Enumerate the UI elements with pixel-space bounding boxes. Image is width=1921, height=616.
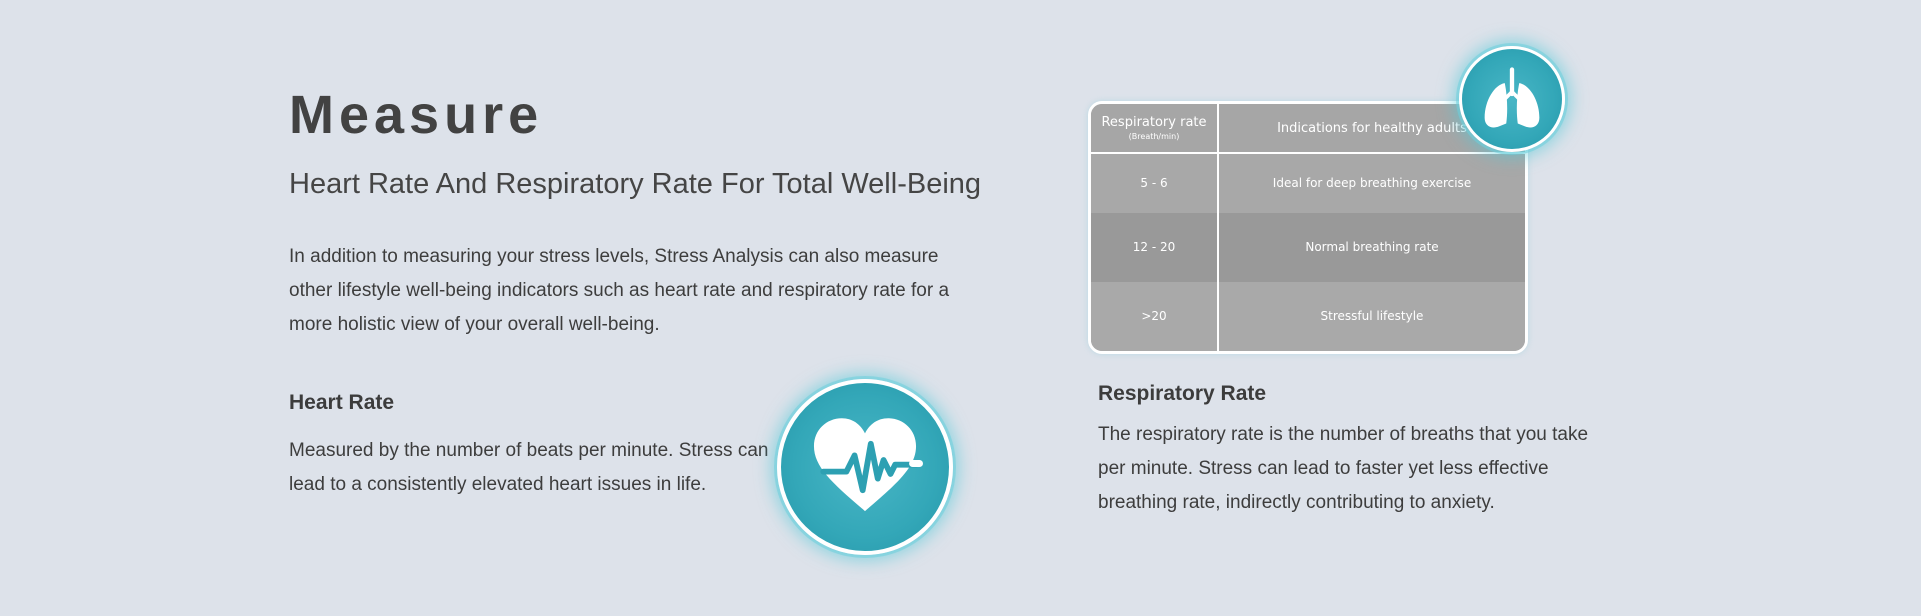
respiratory-rate-description: The respiratory rate is the number of br…: [1098, 424, 1589, 513]
page-subtitle: Heart Rate And Respiratory Rate For Tota…: [289, 168, 982, 200]
table-cell-indication: Normal breathing rate: [1218, 212, 1525, 282]
table-cell-rate: 12 - 20: [1091, 212, 1219, 282]
table-row: >20 Stressful lifestyle: [1091, 281, 1525, 351]
respiratory-rate-table: Respiratory rate (Breath/min) Indication…: [1088, 101, 1528, 354]
heart-pulse-icon: [813, 418, 923, 512]
table-header-rate-label: Respiratory rate: [1101, 115, 1207, 130]
heart-rate-description: Measured by the number of beats per minu…: [289, 440, 769, 495]
intro-paragraph: In addition to measuring your stress lev…: [289, 246, 950, 335]
heart-rate-badge: [777, 379, 953, 555]
page-title: Measure: [289, 85, 544, 145]
respiratory-rate-heading: Respiratory Rate: [1098, 382, 1267, 405]
table-cell-rate: >20: [1091, 281, 1219, 351]
table-row: 5 - 6 Ideal for deep breathing exercise: [1091, 153, 1525, 213]
table-header-rate: Respiratory rate (Breath/min): [1091, 104, 1219, 154]
table-cell-indication: Ideal for deep breathing exercise: [1218, 153, 1525, 213]
table-row: 12 - 20 Normal breathing rate: [1091, 212, 1525, 282]
lungs-icon: [1484, 67, 1540, 128]
table-header-unit: (Breath/min): [1128, 132, 1180, 141]
table-cell-rate: 5 - 6: [1091, 153, 1219, 213]
respiratory-rate-badge: [1459, 46, 1565, 152]
table-cell-indication: Stressful lifestyle: [1218, 281, 1525, 351]
heart-rate-heading: Heart Rate: [289, 391, 395, 414]
